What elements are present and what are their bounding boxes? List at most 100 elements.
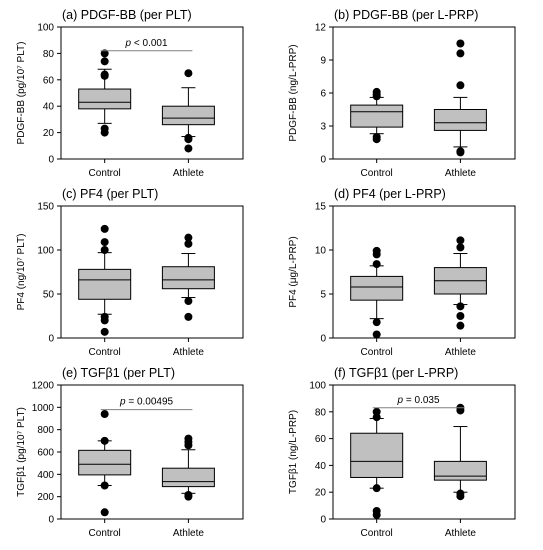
panel-title: (a) PDGF-BB (per PLT) <box>62 8 192 22</box>
outlier-point <box>372 484 381 493</box>
y-tick-label: 80 <box>43 49 55 60</box>
outlier-point <box>100 327 109 336</box>
outlier-point <box>100 57 109 66</box>
outlier-point <box>100 312 109 321</box>
outlier-point <box>100 481 109 490</box>
plot-frame <box>332 26 516 160</box>
outlier-point <box>100 246 109 254</box>
y-tick-label: 0 <box>320 155 326 166</box>
outlier-point <box>100 436 109 445</box>
y-tick-label: 0 <box>320 334 326 345</box>
outlier-point <box>456 49 465 58</box>
plot-frame <box>60 26 244 160</box>
box-athlete <box>433 39 487 157</box>
outlier-point <box>100 70 109 79</box>
y-tick-label: 0 <box>48 155 54 166</box>
p-value-label: p = 0.035 <box>397 395 440 406</box>
outlier-point <box>372 87 381 96</box>
y-tick-label: 60 <box>315 434 327 445</box>
iqr-box <box>161 105 215 126</box>
outlier-point <box>456 236 465 245</box>
outlier-point <box>456 39 465 48</box>
x-tick-label: Athlete <box>445 347 477 358</box>
iqr-box <box>350 432 404 478</box>
box-control <box>78 410 132 517</box>
y-axis-label: PF4 (μg/L-PRP) <box>288 236 299 307</box>
panel-d: (d) PF4 (per L-PRP) 0 5 10 15 PF4 (μg/L-PRP) C… <box>288 187 516 358</box>
box-athlete <box>161 434 215 501</box>
outlier-point <box>184 144 193 153</box>
panel-title: (d) PF4 (per L-PRP) <box>334 187 446 201</box>
panel-title: (f) TGFβ1 (per L-PRP) <box>334 366 458 380</box>
outlier-point <box>372 246 381 255</box>
p-value-label: p = 0.00495 <box>119 397 174 408</box>
iqr-box <box>78 449 132 476</box>
iqr-box <box>78 268 132 300</box>
y-axis-label: TGFβ1 (pg/10⁷ PLT) <box>16 407 27 497</box>
y-tick-label: 12 <box>315 23 327 34</box>
box-athlete <box>433 403 487 501</box>
y-tick-label: 5 <box>320 290 326 301</box>
box-control <box>78 224 132 336</box>
box-athlete <box>161 233 215 321</box>
x-tick-label: Control <box>361 168 393 179</box>
outlier-point <box>456 81 465 90</box>
y-tick-label: 60 <box>43 75 55 86</box>
y-tick-label: 9 <box>320 56 326 67</box>
y-tick-label: 6 <box>320 89 326 100</box>
x-tick-label: Athlete <box>445 528 477 539</box>
outlier-point <box>184 239 193 248</box>
outlier-point <box>100 49 109 58</box>
y-axis-label: PDGF-BB (pg/10⁷ PLT) <box>16 42 27 145</box>
box-control <box>350 407 404 519</box>
outlier-point <box>372 260 381 269</box>
outlier-point <box>372 330 381 339</box>
y-tick-label: 1000 <box>32 403 55 414</box>
outlier-point <box>456 302 465 311</box>
outlier-point <box>184 312 193 321</box>
x-tick-label: Control <box>89 347 121 358</box>
outlier-point <box>372 407 381 416</box>
iqr-box <box>350 275 404 301</box>
plot-frame <box>332 205 516 339</box>
panel-e: (e) TGFβ1 (per PLT) 0 200 400 600 800 1000 1200… <box>16 366 244 539</box>
outlier-point <box>456 489 465 498</box>
x-tick-label: Athlete <box>173 528 205 539</box>
plot-frame <box>332 384 516 520</box>
y-tick-label: 100 <box>309 381 326 392</box>
iqr-box <box>433 460 487 481</box>
y-tick-label: 20 <box>315 488 327 499</box>
panel-c: (c) PF4 (per PLT) 0 50 100 150 PF4 (ng/10⁷ PL… <box>16 187 244 358</box>
outlier-point <box>100 224 109 233</box>
panel-b: (b) PDGF-BB (per L-PRP) 0 3 6 9 12 PDGF-BB (ng… <box>288 8 516 179</box>
y-tick-label: 50 <box>43 290 55 301</box>
outlier-point <box>100 410 109 419</box>
y-tick-label: 15 <box>315 202 327 213</box>
outlier-point <box>456 147 465 156</box>
box-athlete <box>161 69 215 153</box>
y-tick-label: 1200 <box>32 381 55 392</box>
y-tick-label: 3 <box>320 122 326 133</box>
y-axis-label: PDGF-BB (ng/L-PRP) <box>288 44 299 141</box>
outlier-point <box>372 133 381 141</box>
x-tick-label: Athlete <box>173 347 205 358</box>
y-tick-label: 400 <box>37 470 54 481</box>
iqr-box <box>161 266 215 290</box>
x-tick-label: Control <box>89 528 121 539</box>
iqr-box <box>350 104 404 128</box>
outlier-point <box>372 506 381 515</box>
box-control <box>350 246 404 339</box>
outlier-point <box>456 243 465 252</box>
y-tick-label: 0 <box>48 515 54 526</box>
outlier-point <box>100 238 109 247</box>
y-tick-label: 600 <box>37 448 54 459</box>
iqr-box <box>78 88 132 110</box>
outlier-point <box>184 133 193 142</box>
outlier-point <box>184 297 193 306</box>
outlier-point <box>456 312 465 320</box>
outlier-point <box>372 318 381 327</box>
outlier-point <box>184 490 193 499</box>
outlier-point <box>100 508 109 517</box>
y-axis-label: TGFβ1 (ng/L-PRP) <box>288 410 299 494</box>
